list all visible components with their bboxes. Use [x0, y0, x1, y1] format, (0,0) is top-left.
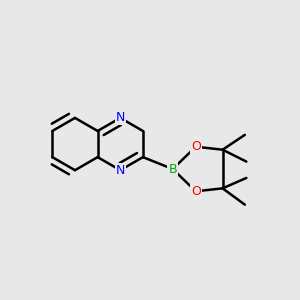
Text: B: B: [168, 163, 177, 176]
Text: N: N: [116, 164, 125, 177]
Text: O: O: [191, 185, 201, 198]
Text: O: O: [191, 140, 201, 153]
Text: N: N: [116, 111, 125, 124]
